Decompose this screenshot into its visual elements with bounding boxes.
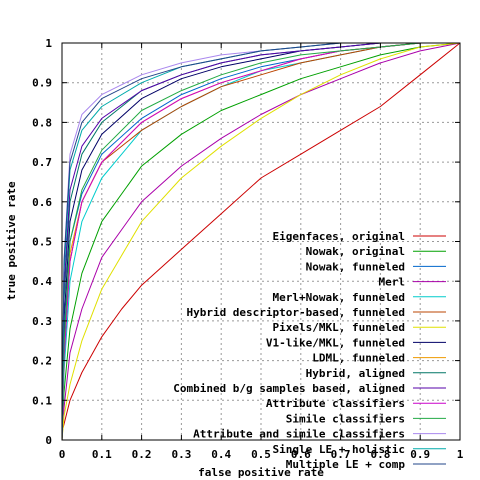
- legend-label: Multiple LE + comp: [286, 458, 406, 471]
- series-line-11: [61, 42, 460, 441]
- legend-label: V1-like/MKL, funneled: [266, 336, 405, 349]
- legend-label: Simile classifiers: [286, 412, 405, 425]
- series-line-1: [61, 42, 461, 433]
- legend-label: Pixels/MKL, funneled: [273, 321, 405, 334]
- y-tick-label: 0.8: [32, 116, 52, 129]
- x-tick-label: 0.8: [370, 448, 390, 461]
- x-tick-label: 0.7: [331, 448, 351, 461]
- y-tick-label: 0.5: [32, 236, 52, 249]
- legend-label: Merl+Nowak, funneled: [273, 291, 405, 304]
- x-tick-label: 0.5: [251, 448, 271, 461]
- x-tick-label: 0.1: [92, 448, 112, 461]
- y-axis-label: true positive rate: [5, 181, 18, 301]
- series-layer: [61, 42, 461, 441]
- legend-label: Attribute and simile classifiers: [193, 428, 405, 441]
- tick-labels: 0 0.1 0.2 0.3 0.4 0.5 0.6 0.7 0.8 0.9 1 0 0.1 0.2 0.3 0…: [32, 37, 464, 461]
- y-tick-label: 0.9: [32, 77, 52, 90]
- legend-label: Hybrid descriptor-based, funneled: [186, 306, 405, 319]
- y-tick-label: 0: [45, 434, 52, 447]
- x-tick-label: 1: [457, 448, 464, 461]
- x-tick-label: 0: [59, 448, 66, 461]
- x-tick-label: 0.9: [410, 448, 430, 461]
- y-tick-label: 0.2: [32, 355, 52, 368]
- x-tick-label: 0.2: [132, 448, 152, 461]
- grid: [62, 43, 460, 440]
- x-tick-label: 0.3: [171, 448, 191, 461]
- y-tick-label: 0.7: [32, 156, 52, 169]
- legend-label: LDML, funneled: [312, 352, 405, 365]
- series-line-4: [61, 42, 461, 441]
- x-tick-label: 0.6: [291, 448, 311, 461]
- legend-label: Hybrid, aligned: [306, 367, 405, 380]
- legend-label: Nowak, original: [306, 245, 405, 258]
- series-line-13: [61, 42, 460, 441]
- legend-label: Nowak, funneled: [306, 260, 405, 273]
- legend-label: Combined b/g samples based, aligned: [173, 382, 405, 395]
- y-tick-label: 0.4: [32, 275, 52, 288]
- series-line-7: [61, 42, 461, 441]
- y-tick-label: 0.1: [32, 394, 52, 407]
- y-tick-label: 1: [45, 37, 52, 50]
- y-tick-label: 0.6: [32, 196, 52, 209]
- series-line-2: [61, 42, 461, 441]
- legend-label: Eigenfaces, original: [273, 230, 405, 243]
- legend-label: Merl: [379, 276, 406, 289]
- x-tick-label: 0.4: [211, 448, 231, 461]
- y-tick-label: 0.3: [32, 315, 52, 328]
- x-axis-label: false positive rate: [198, 466, 324, 479]
- legend: Eigenfaces, original Nowak, original Nowak…: [173, 230, 446, 471]
- legend-label: Single LE + holistic: [273, 443, 405, 456]
- legend-label: Attribute classifiers: [266, 397, 405, 410]
